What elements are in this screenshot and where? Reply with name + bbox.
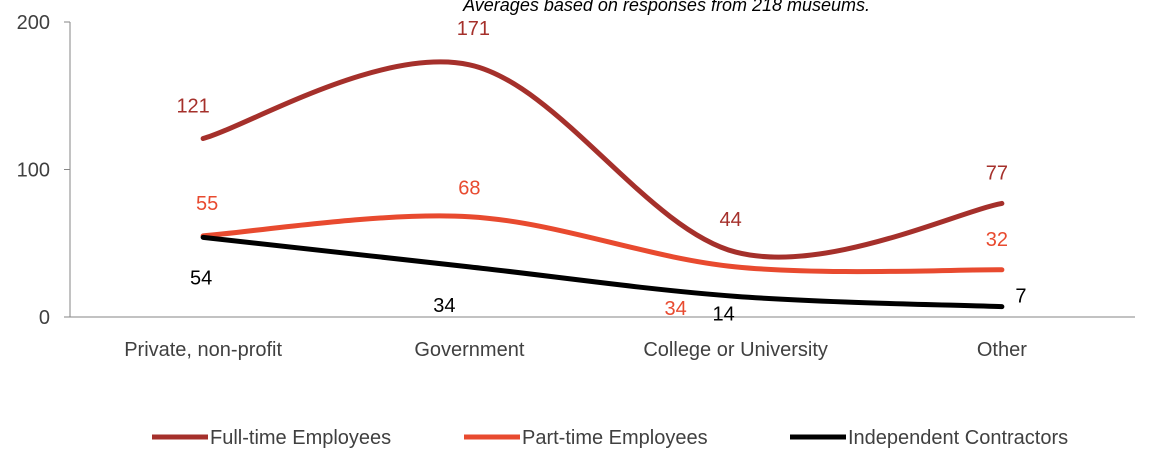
legend-label: Full-time Employees (210, 427, 391, 449)
series-line (200, 234, 1005, 310)
data-label: 68 (458, 178, 480, 200)
y-axis: 0 100 200 (17, 12, 71, 329)
y-tick-label: 100 (17, 160, 50, 182)
x-tick-label: Government (414, 339, 524, 361)
x-axis: Private, non-profit Government College or … (70, 316, 1135, 361)
data-label: 55 (196, 193, 218, 215)
legend-label: Independent Contractors (848, 427, 1068, 449)
x-tick-label: Private, non-profit (124, 339, 282, 361)
chart-subtitle: Averages based on responses from 218 mus… (462, 0, 870, 15)
data-label: 34 (433, 295, 455, 317)
data-label: 77 (986, 162, 1008, 184)
series-line (200, 213, 1005, 275)
data-label: 54 (190, 267, 212, 289)
data-label: 34 (665, 298, 687, 320)
y-tick-label: 200 (17, 12, 50, 34)
data-label: 7 (1015, 286, 1026, 308)
legend: Full-time Employees Part-time Employees In… (152, 427, 1068, 449)
data-label: 171 (457, 18, 490, 40)
x-tick-label: College or University (643, 339, 828, 361)
y-tick-label: 0 (39, 307, 50, 329)
plot-area: 121 171 44 77 55 68 34 32 54 34 14 7 (176, 18, 1026, 326)
x-tick-label: Other (977, 339, 1027, 361)
data-label: 14 (713, 303, 735, 325)
data-label: 44 (720, 209, 742, 231)
legend-label: Part-time Employees (522, 427, 708, 449)
data-label: 121 (176, 96, 209, 118)
series-line (200, 59, 1005, 260)
data-label: 32 (986, 229, 1008, 251)
